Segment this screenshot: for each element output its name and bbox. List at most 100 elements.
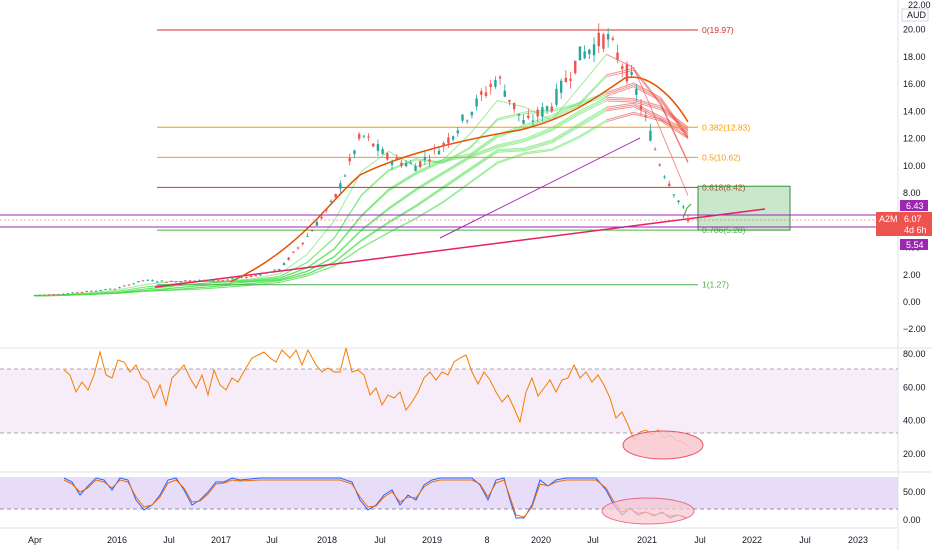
candle-body xyxy=(536,109,539,117)
candle-body xyxy=(644,115,647,117)
stoch-highlight-ellipse xyxy=(601,497,695,525)
candle-body xyxy=(362,135,366,137)
candle-body xyxy=(395,157,398,160)
fib-level-label: 0.618(8.42) xyxy=(702,182,746,192)
candle-body xyxy=(99,290,102,292)
candle-body xyxy=(61,293,65,295)
moving-average-ribbon xyxy=(34,53,689,297)
candle-body xyxy=(517,113,521,116)
candle-body xyxy=(198,279,201,281)
price-tick-label: 8.00 xyxy=(903,188,921,198)
trendline-support[interactable] xyxy=(154,208,766,288)
candle-body xyxy=(282,263,286,265)
ribbon-ma-green xyxy=(34,95,607,297)
candle-body xyxy=(503,90,506,97)
price-axis-ticks: −2.000.002.004.006.008.0010.0012.0014.00… xyxy=(903,25,926,335)
time-tick-label: 2021 xyxy=(637,535,657,545)
candle-body xyxy=(292,251,295,253)
ribbon-ma-red xyxy=(606,69,689,164)
candle-body xyxy=(146,279,149,281)
current-price-value: 6.07 xyxy=(904,214,922,224)
ribbon-ma-red xyxy=(606,104,689,133)
candle-body xyxy=(611,38,615,40)
candle-body xyxy=(76,292,79,294)
candle-body xyxy=(334,194,337,198)
candle-body xyxy=(475,98,478,107)
candle-body xyxy=(348,158,351,162)
candle-body xyxy=(428,159,431,162)
candle-body xyxy=(320,216,323,219)
candle-body xyxy=(160,280,164,282)
stoch-band xyxy=(0,477,898,509)
candle-body xyxy=(113,288,117,290)
time-tick-label: Jul xyxy=(587,535,599,545)
candle-body xyxy=(668,183,671,187)
ma-orange-line xyxy=(229,76,689,283)
ribbon-ma-red xyxy=(606,111,689,138)
candle-body xyxy=(400,162,403,167)
candle-body xyxy=(588,49,591,55)
candle-body xyxy=(508,99,511,102)
candle-body xyxy=(597,32,600,47)
candle-body xyxy=(466,120,469,122)
candle-body xyxy=(57,294,60,296)
target-zone-box[interactable] xyxy=(697,185,791,231)
candle-body xyxy=(212,280,215,282)
candle-body xyxy=(672,194,676,196)
time-tick-label: 2022 xyxy=(742,535,762,545)
candle-body xyxy=(419,161,422,168)
time-tick-label: Jul xyxy=(266,535,278,545)
ribbon-ma-red xyxy=(606,98,689,130)
time-tick-label: 2023 xyxy=(848,535,868,545)
ribbon-ma-green xyxy=(34,53,607,296)
lower-level-badge xyxy=(900,239,928,250)
candle-body xyxy=(47,294,51,296)
time-tick-label: 2017 xyxy=(211,535,231,545)
candle-body xyxy=(310,230,314,232)
candle-body xyxy=(489,83,492,88)
candle-body xyxy=(278,269,281,271)
candle-body xyxy=(376,144,380,151)
candle-body xyxy=(658,164,662,166)
time-tick-label: 2019 xyxy=(422,535,442,545)
stoch-axis-ticks: 0.00 50.00 xyxy=(903,487,926,525)
candle-body xyxy=(461,114,464,121)
price-tick-label: 18.00 xyxy=(903,52,926,62)
candle-body xyxy=(273,269,276,271)
candle-body xyxy=(249,276,253,278)
candle-body xyxy=(649,130,652,141)
candle-body xyxy=(592,44,596,56)
candle-body xyxy=(686,218,690,222)
ma-200-line xyxy=(439,137,641,239)
candle-body xyxy=(367,136,370,138)
candle-body xyxy=(80,291,84,293)
candle-body xyxy=(263,272,267,274)
candle-body xyxy=(494,80,497,87)
candle-body xyxy=(193,280,196,282)
ribbon-ma-red xyxy=(606,53,689,196)
time-axis-ticks: Apr 2016 Jul 2017 Jul 2018 Jul 2019 8 2020 Jul 2021… xyxy=(28,535,868,545)
ribbon-ma-green xyxy=(34,121,607,297)
fib-level-label: 0.5(10.62) xyxy=(702,152,741,162)
candle-body xyxy=(372,143,375,147)
ribbon-ma-red xyxy=(606,102,689,132)
candle-body xyxy=(682,206,685,208)
candle-body xyxy=(127,284,131,286)
price-tick-label: 14.00 xyxy=(903,106,926,116)
candle-body xyxy=(287,257,290,260)
candle-body xyxy=(38,294,41,296)
candle-body xyxy=(550,106,553,112)
candle-body xyxy=(71,292,74,294)
candle-body xyxy=(541,107,544,117)
rsi-tick-label: 80.00 xyxy=(903,349,926,359)
rsi-band xyxy=(0,369,898,433)
price-tick-label: 2.00 xyxy=(903,270,921,280)
candle-body xyxy=(104,289,107,291)
candle-body xyxy=(165,281,168,283)
price-tick-label: 20.00 xyxy=(903,25,926,35)
currency-box[interactable] xyxy=(901,8,929,22)
candle-body xyxy=(188,280,192,282)
candle-body xyxy=(386,153,389,160)
